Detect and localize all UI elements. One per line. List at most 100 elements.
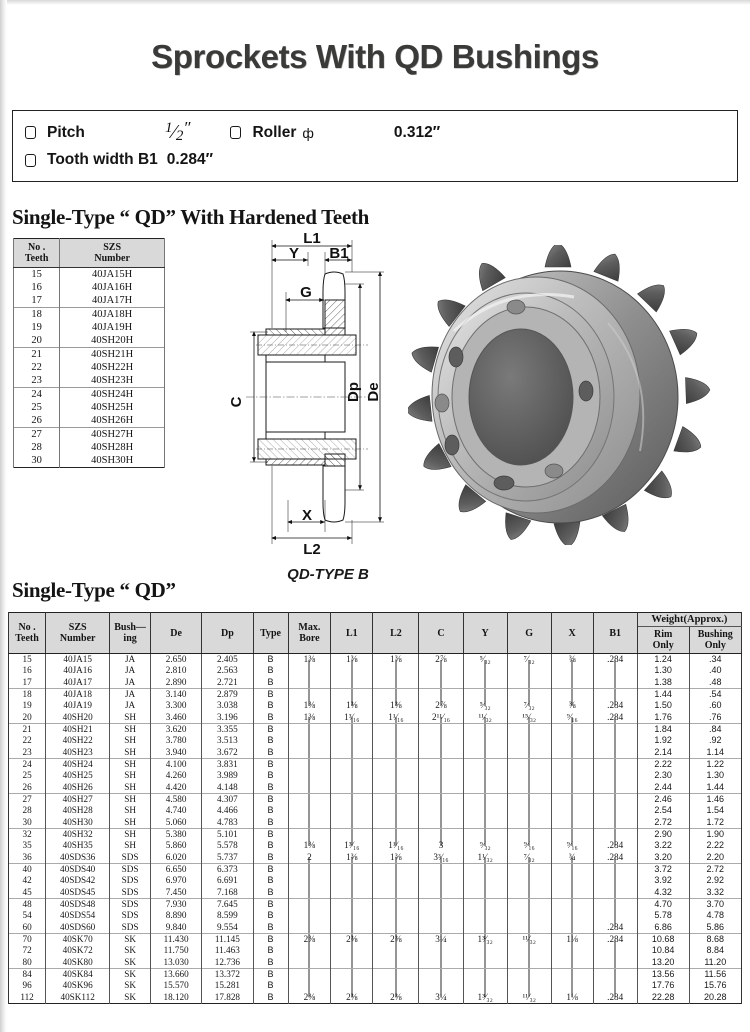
cell-szs-number: 40JA19H: [59, 321, 165, 334]
cell-b1: [592, 886, 638, 899]
cell-c: 2¹¹⁄₁₆: [418, 711, 464, 724]
pitch-unit: ″: [183, 117, 191, 137]
cell-dp: 3.196: [201, 711, 254, 724]
cell-weight-rim-only: 13.20: [636, 956, 690, 969]
cell-dp: 3.513: [201, 735, 254, 747]
cell-szs-number: 40SH24: [45, 758, 111, 771]
cell-no-teeth: 42: [7, 875, 47, 887]
cell-szs-number: 40SH35: [45, 840, 111, 852]
cell-de: 6.020: [149, 851, 203, 864]
cell-y: [462, 688, 508, 701]
cell-szs-number: 40SH20H: [59, 334, 165, 348]
cell-max-bore: [287, 816, 332, 829]
pitch-slash: ⁄: [172, 121, 176, 143]
bullet-icon-pitch: [25, 126, 36, 139]
cell-no-teeth: 80: [7, 956, 47, 969]
cell-c: [418, 828, 464, 841]
cell-max-bore: [287, 688, 332, 701]
cell-l1: [330, 980, 374, 992]
cell-szs-number: 40SH25H: [59, 401, 165, 414]
table-row: 19 40JA19H: [12, 321, 165, 334]
cell-l2: [372, 805, 420, 817]
cell-y: [462, 816, 508, 829]
hardened-teeth-table: No . Teeth SZS Number 15 40JA15H 16 40JA16H…: [12, 238, 165, 468]
cell-g: ⁷⁄₃₂: [506, 653, 552, 666]
cell-szs-number: 40SK80: [45, 956, 111, 969]
cell-bushing: SK: [109, 968, 151, 981]
cell-y: ⁵⁄₃₂: [462, 700, 508, 712]
cell-y: [462, 735, 508, 747]
cell-x: [550, 828, 594, 841]
cell-weight-rim-only: 2.72: [636, 816, 690, 829]
table-row: 24 40SH24H: [12, 387, 165, 401]
cell-l1: [330, 956, 374, 969]
cell-szs-number: 40SH21: [45, 723, 111, 736]
cell-no-teeth: 17: [12, 294, 61, 308]
cell-b1: .284: [592, 921, 638, 934]
cell-l2: [372, 723, 420, 736]
cell-type: B: [252, 758, 289, 771]
cell-c: 2⅞: [418, 653, 464, 666]
cell-b1: [592, 875, 638, 887]
th-szs-line2: Number: [94, 253, 130, 264]
cell-x: [550, 781, 594, 794]
cell-szs-number: 40SH25: [45, 770, 111, 782]
cell-x: [550, 956, 594, 969]
cell-y: [462, 781, 508, 794]
cell-weight-rim-only: 1.84: [636, 723, 690, 736]
cell-type: B: [252, 933, 289, 946]
th-b1: B1: [592, 612, 638, 654]
cell-type: B: [252, 653, 289, 666]
cell-l2: [372, 921, 420, 934]
cell-y: [462, 945, 508, 957]
cell-x: [550, 875, 594, 887]
table-row: 25 40SH25H: [12, 401, 165, 414]
cell-g: ⁹⁄₁₆: [506, 840, 552, 852]
cell-x: [550, 805, 594, 817]
cell-dp: 3.989: [201, 770, 254, 782]
cell-no-teeth: 25: [12, 401, 61, 414]
cell-de: 4.260: [149, 770, 203, 782]
cell-bushing: SK: [109, 945, 151, 957]
th-x: X: [550, 612, 594, 654]
cell-weight-rim-only: 2.22: [636, 758, 690, 771]
cell-dp: 6.373: [201, 863, 254, 876]
cell-l2: [372, 956, 420, 969]
spec-label-tooth-width: Tooth width B1: [47, 151, 158, 168]
cell-g: [506, 770, 552, 782]
cell-weight-bushing-only: .84: [688, 723, 743, 736]
cell-no-teeth: 16: [7, 665, 47, 677]
cell-y: [462, 746, 508, 759]
bullet-icon-roller: [230, 126, 242, 139]
cell-szs-number: 40SH28H: [59, 441, 165, 454]
cell-dp: 5.101: [201, 828, 254, 841]
cell-szs-number: 40SDS60: [45, 921, 111, 934]
cell-max-bore: 1⅜: [287, 700, 332, 712]
spec-value-roller: 0.312″: [393, 123, 441, 141]
table-row: 80 40SK80 SK 13.030 12.736 B 13.20 11.20: [7, 956, 743, 969]
cell-type: B: [252, 735, 289, 747]
cell-weight-bushing-only: .76: [688, 711, 743, 724]
cell-bushing: SDS: [109, 875, 151, 887]
cell-g: [506, 875, 552, 887]
cell-no-teeth: 26: [7, 781, 47, 794]
cell-x: [550, 723, 594, 736]
cell-dp: 7.168: [201, 886, 254, 899]
cell-no-teeth: 40: [7, 863, 47, 876]
cell-x: [550, 898, 594, 911]
table-row: 35 40SH35 SH 5.860 5.578 B 1⅜ 1³⁄₁₆ 1¹⁄₁₆ 3 ⁹⁄₃₂ ⁹⁄…: [7, 840, 743, 852]
pitch-denominator: 2: [175, 128, 184, 144]
sprocket-cross-section-drawing: L1 Y B1 G C Dp De X L2: [228, 230, 428, 562]
cell-dp: 11.463: [201, 945, 254, 957]
cell-bushing: JA: [109, 688, 151, 701]
cell-type: B: [252, 805, 289, 817]
cell-szs-number: 40JA17: [45, 676, 111, 689]
cell-type: B: [252, 746, 289, 759]
cell-y: [462, 676, 508, 689]
cell-de: 11.430: [149, 933, 203, 946]
cell-weight-bushing-only: .54: [688, 688, 743, 701]
cell-weight-rim-only: 1.44: [636, 688, 690, 701]
cell-max-bore: [287, 723, 332, 736]
cell-bushing: SDS: [109, 886, 151, 899]
table-row: 28 40SH28H: [12, 441, 165, 454]
